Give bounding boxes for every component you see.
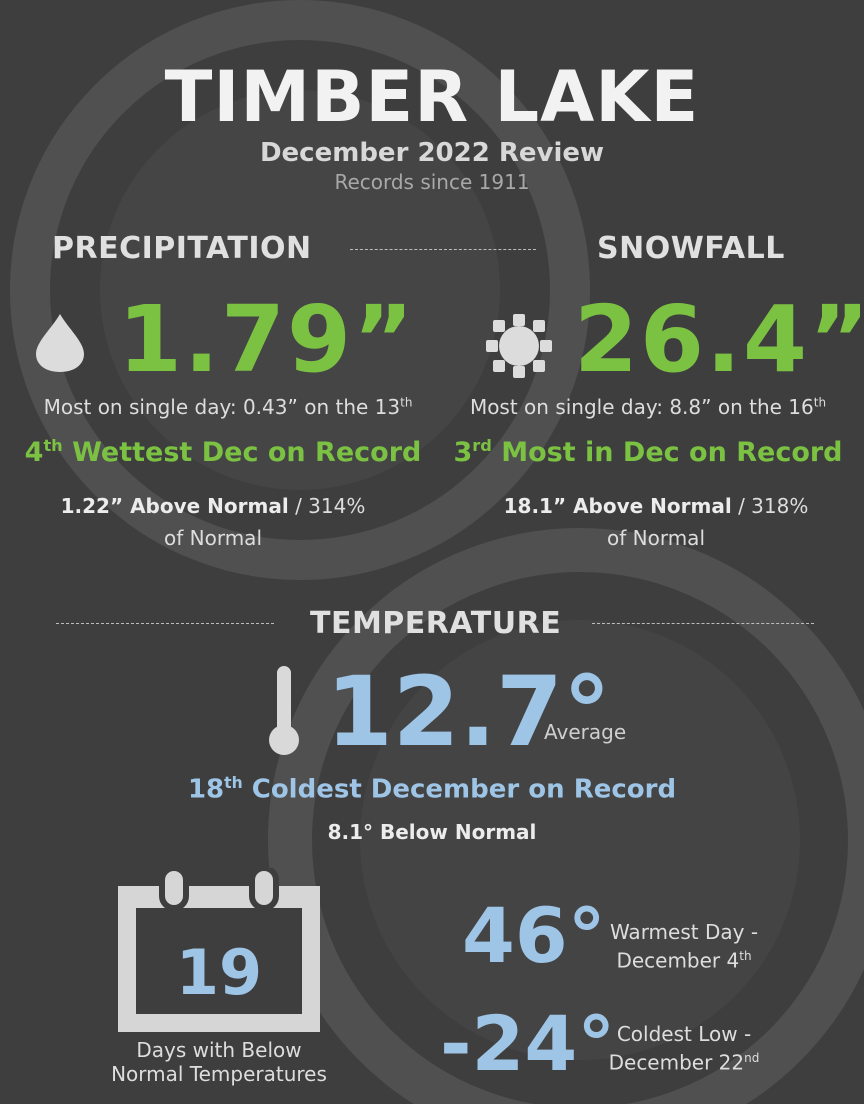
snowfall-departure: 18.1” Above Normal / 318% of Normal bbox=[503, 494, 809, 550]
precipitation-heading: PRECIPITATION bbox=[52, 231, 312, 266]
page-subtitle: December 2022 Review bbox=[259, 138, 605, 168]
precipitation-single-day: Most on single day: 0.43” on the 13th bbox=[43, 395, 413, 419]
snowfall-heading: SNOWFALL bbox=[597, 231, 785, 266]
divider bbox=[592, 623, 814, 624]
temperature-heading: TEMPERATURE bbox=[310, 606, 562, 641]
below-normal-days-label: Days with Below Normal Temperatures bbox=[111, 1038, 327, 1086]
records-since: Records since 1911 bbox=[334, 170, 530, 194]
below-normal-days-count: 19 bbox=[175, 936, 263, 1009]
precipitation-departure: 1.22” Above Normal / 314% of Normal bbox=[60, 494, 366, 550]
precipitation-rank: 4th Wettest Dec on Record bbox=[24, 436, 422, 468]
warmest-value: 46° bbox=[462, 891, 606, 980]
calendar-icon bbox=[118, 868, 320, 1032]
temperature-departure: 8.1° Below Normal bbox=[327, 820, 537, 844]
divider bbox=[350, 249, 536, 250]
snowflake-icon bbox=[486, 314, 552, 378]
temperature-average-label: Average bbox=[544, 720, 627, 744]
snowfall-single-day: Most on single day: 8.8” on the 16th bbox=[469, 395, 827, 419]
warmest-label: Warmest Day - December 4th bbox=[609, 920, 759, 973]
raindrop-icon bbox=[36, 314, 84, 372]
page-title: TIMBER LAKE bbox=[164, 56, 700, 138]
snowfall-total: 26.4” bbox=[574, 286, 864, 393]
coldest-label: Coldest Low - December 22nd bbox=[608, 1022, 760, 1075]
temperature-rank: 18th Coldest December on Record bbox=[187, 774, 677, 805]
coldest-value: -24° bbox=[440, 999, 616, 1088]
snowfall-rank: 3rd Most in Dec on Record bbox=[453, 436, 843, 468]
thermometer-icon bbox=[269, 666, 299, 755]
divider bbox=[56, 623, 274, 624]
temperature-average: 12.7° bbox=[326, 656, 611, 768]
precipitation-total: 1.79” bbox=[118, 286, 416, 393]
